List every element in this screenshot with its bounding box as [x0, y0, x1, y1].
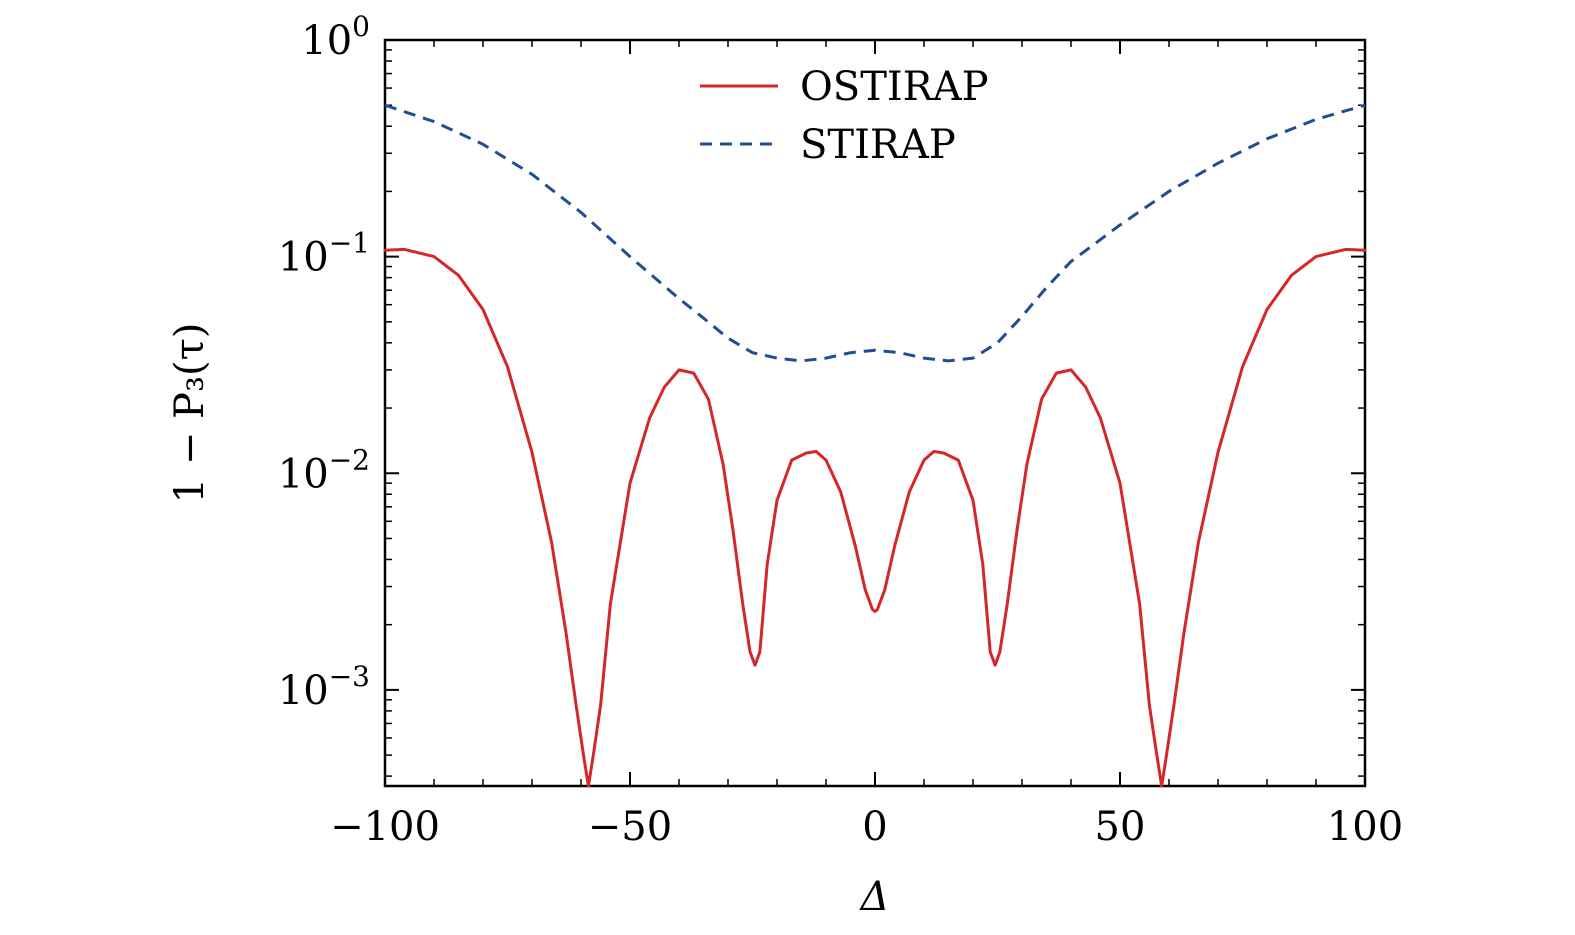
series-layer: [383, 103, 1367, 788]
legend: OSTIRAP STIRAP: [700, 64, 989, 168]
x-tick-label: −100: [330, 804, 440, 850]
x-tick-label: 0: [862, 804, 887, 850]
ticks: −100 −50 0 50 100 100 10−1 10−2 10−3: [278, 10, 1403, 850]
y-axis-label: 1 − P₃(τ): [167, 323, 213, 504]
y-tick-label: 10−1: [278, 227, 370, 281]
x-tick-label: −50: [588, 804, 672, 850]
y-tick-label: 10−2: [278, 443, 370, 497]
y-tick-label: 100: [301, 10, 370, 64]
x-axis-label: Δ: [859, 874, 890, 920]
series-line-ostirap: [383, 247, 1367, 788]
y-tick-label: 10−3: [278, 660, 370, 714]
x-tick-label: 50: [1095, 804, 1146, 850]
x-tick-label: 100: [1327, 804, 1403, 850]
legend-label: STIRAP: [800, 122, 956, 168]
series-line-stirap: [384, 103, 1366, 363]
legend-label: OSTIRAP: [800, 64, 989, 110]
